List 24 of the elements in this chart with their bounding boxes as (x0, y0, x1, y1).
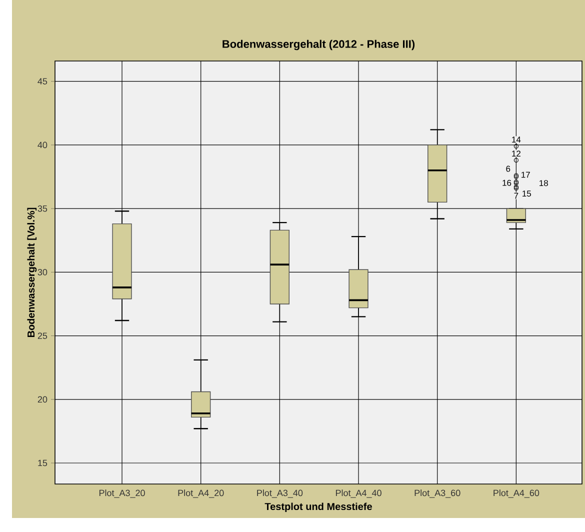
annotation: 15 (522, 190, 531, 197)
y-tick-label: 15 (38, 460, 48, 466)
x-tick-label: Plot_A4_20 (178, 490, 224, 498)
y-tick-label: 25 (38, 332, 48, 339)
y-tick-label: 40 (38, 142, 48, 148)
y-tick-label: 35 (38, 205, 48, 212)
y-tick-label: 20 (38, 396, 48, 403)
annotation: 16 (502, 180, 512, 186)
annotation: 18 (540, 180, 548, 186)
y-tick-label: 30 (38, 268, 48, 276)
x-tick-label: Plot_A3_60 (414, 490, 460, 498)
annotation: 14 (512, 136, 521, 143)
annotation: 6 (506, 166, 510, 172)
x-tick-label: Plot_A3_20 (99, 490, 145, 498)
y-tick-label: 45 (38, 78, 48, 84)
x-tick-label: Plot_A4_60 (494, 490, 540, 498)
chart-title: Bodenwassergehalt (2012 - Phase III) (222, 40, 415, 50)
annotation: 17 (522, 172, 530, 178)
y-axis-title: Bodenwassergehalt [Vol.%] (27, 208, 37, 338)
annotation: 12 (512, 150, 520, 157)
annotation: 7 (514, 192, 518, 199)
x-tick-label: Plot_A3_40 (257, 490, 303, 498)
x-tick-label: Plot_A4_40 (336, 490, 382, 498)
x-axis-title: Testplot und Messtiefe (264, 502, 372, 512)
